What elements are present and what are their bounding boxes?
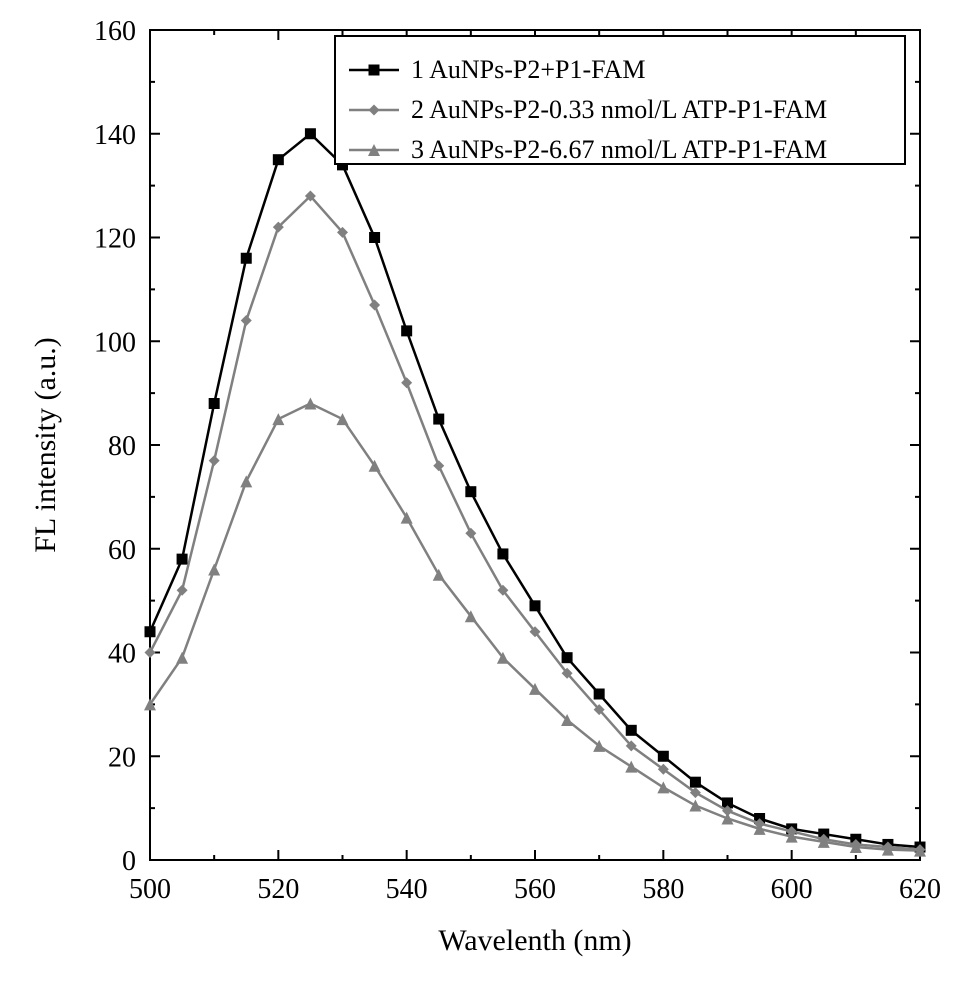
diamond-marker-icon: [369, 299, 380, 310]
square-marker-icon: [433, 414, 444, 425]
y-tick-label: 40: [108, 639, 136, 670]
x-tick-label: 540: [386, 874, 428, 905]
square-marker-icon: [305, 128, 316, 139]
square-marker-icon: [273, 154, 284, 165]
y-tick-label: 100: [94, 327, 136, 358]
y-tick-label: 60: [108, 535, 136, 566]
square-marker-icon: [241, 253, 252, 264]
triangle-marker-icon: [272, 413, 284, 425]
square-marker-icon: [658, 751, 669, 762]
square-marker-icon: [497, 548, 508, 559]
triangle-marker-icon: [304, 398, 316, 410]
triangle-marker-icon: [689, 800, 701, 812]
square-marker-icon: [369, 65, 380, 76]
legend-label: 3 AuNPs-P2-6.67 nmol/L ATP-P1-FAM: [411, 135, 827, 164]
square-marker-icon: [530, 600, 541, 611]
square-marker-icon: [401, 325, 412, 336]
x-axis-label: Wavelenth (nm): [438, 924, 631, 957]
square-marker-icon: [465, 486, 476, 497]
chart-container: 500 520 540 560 580 600 620 0 20 40 60 80 100 120 140 1…: [0, 0, 970, 1000]
diamond-marker-icon: [241, 315, 252, 326]
triangle-marker-icon: [240, 475, 252, 487]
y-tick-label: 0: [122, 846, 136, 877]
legend-label: 1 AuNPs-P2+P1-FAM: [411, 55, 646, 84]
fl-intensity-chart: 500 520 540 560 580 600 620 0 20 40 60 80 100 120 140 1…: [0, 0, 970, 1000]
x-tick-label: 500: [129, 874, 171, 905]
legend-label: 2 AuNPs-P2-0.33 nmol/L ATP-P1-FAM: [411, 95, 827, 124]
square-marker-icon: [369, 232, 380, 243]
triangle-marker-icon: [337, 413, 349, 425]
diamond-marker-icon: [209, 455, 220, 466]
triangle-marker-icon: [176, 652, 188, 664]
square-marker-icon: [690, 777, 701, 788]
series-line-s2: [150, 196, 920, 850]
series-line-s1: [150, 134, 920, 847]
diamond-marker-icon: [433, 460, 444, 471]
square-marker-icon: [145, 626, 156, 637]
triangle-marker-icon: [208, 564, 220, 576]
triangle-marker-icon: [722, 813, 734, 825]
y-tick-label: 120: [94, 224, 136, 255]
square-marker-icon: [209, 398, 220, 409]
square-marker-icon: [177, 554, 188, 565]
diamond-marker-icon: [145, 647, 156, 658]
y-tick-label: 20: [108, 742, 136, 773]
triangle-marker-icon: [401, 512, 413, 524]
square-marker-icon: [594, 689, 605, 700]
y-axis-label: FL intensity (a.u.): [29, 337, 62, 553]
diamond-marker-icon: [401, 377, 412, 388]
triangle-marker-icon: [433, 569, 445, 581]
x-tick-label: 520: [257, 874, 299, 905]
x-tick-label: 560: [514, 874, 556, 905]
x-tick-label: 600: [771, 874, 813, 905]
square-marker-icon: [626, 725, 637, 736]
diamond-marker-icon: [465, 528, 476, 539]
square-marker-icon: [562, 652, 573, 663]
y-tick-label: 140: [94, 120, 136, 151]
x-tick-label: 620: [899, 874, 941, 905]
y-tick-label: 160: [94, 16, 136, 47]
diamond-marker-icon: [177, 585, 188, 596]
x-tick-label: 580: [642, 874, 684, 905]
y-tick-label: 80: [108, 431, 136, 462]
